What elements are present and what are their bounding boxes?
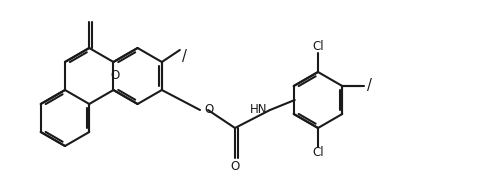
Text: HN: HN bbox=[249, 104, 267, 116]
Text: /: / bbox=[182, 50, 186, 64]
Text: O: O bbox=[111, 70, 120, 83]
Text: O: O bbox=[230, 160, 239, 173]
Text: /: / bbox=[366, 78, 371, 94]
Text: Cl: Cl bbox=[312, 146, 323, 160]
Text: O: O bbox=[204, 104, 213, 116]
Text: Cl: Cl bbox=[312, 40, 323, 53]
